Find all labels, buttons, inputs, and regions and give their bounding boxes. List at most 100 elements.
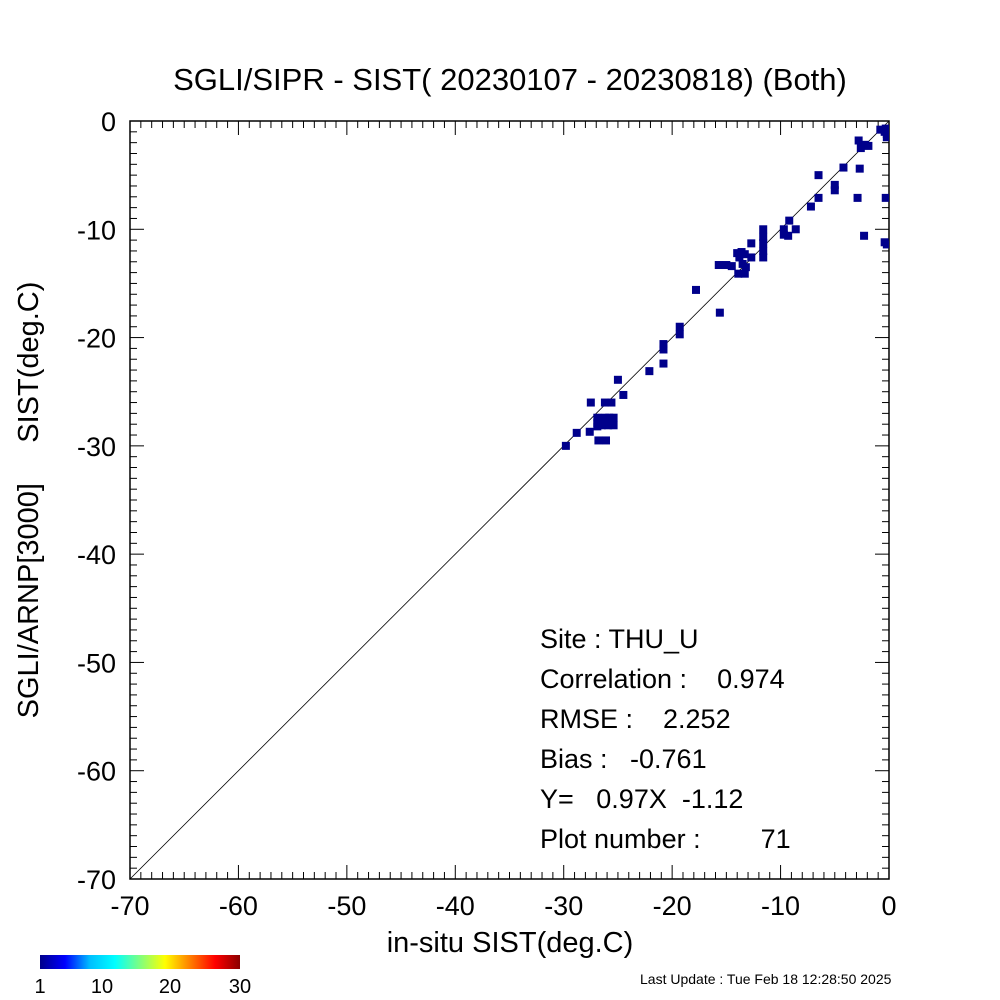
x-tick-label: -10 xyxy=(761,891,800,921)
colorbar xyxy=(40,955,240,969)
data-point xyxy=(619,390,628,399)
correlation-label: Correlation : 0.974 xyxy=(540,664,785,694)
x-tick-label: -40 xyxy=(436,891,475,921)
y-tick-label: -70 xyxy=(77,865,116,895)
data-point xyxy=(740,269,749,278)
data-point xyxy=(561,441,570,450)
data-point xyxy=(604,421,613,430)
y-tick-label: 0 xyxy=(101,107,116,137)
data-point xyxy=(880,127,889,136)
x-tick-label: -50 xyxy=(327,891,366,921)
data-point xyxy=(675,322,684,331)
data-point xyxy=(613,375,622,384)
data-point xyxy=(856,144,865,153)
rmse-label: RMSE : 2.252 xyxy=(540,704,731,734)
x-tick-labels: -70 -60 -50 -40 -30 -20 -10 0 xyxy=(110,891,896,921)
x-tick-label: -20 xyxy=(653,891,692,921)
data-point xyxy=(645,367,654,376)
y-tick-label: -30 xyxy=(77,432,116,462)
data-point xyxy=(759,246,768,255)
data-point xyxy=(830,180,839,189)
x-tick-label: -60 xyxy=(219,891,258,921)
data-point xyxy=(854,136,863,145)
data-point xyxy=(759,232,768,241)
data-point xyxy=(597,421,606,430)
data-point xyxy=(747,239,756,248)
colorbar-tick-label: 20 xyxy=(159,976,181,998)
y-tick-labels: 0 -10 -20 -30 -40 -50 -60 -70 xyxy=(77,107,116,895)
bias-label: Bias : -0.761 xyxy=(540,744,707,774)
y-tick-label: -40 xyxy=(77,540,116,570)
data-point xyxy=(759,239,768,248)
data-point xyxy=(675,330,684,339)
regression-label: Y= 0.97X -1.12 xyxy=(540,784,743,814)
data-point xyxy=(594,436,603,445)
data-point xyxy=(759,225,768,234)
data-point xyxy=(779,225,788,234)
data-point xyxy=(722,261,731,270)
colorbar-tick-labels: 1 10 20 30 xyxy=(34,976,251,998)
data-point xyxy=(715,308,724,317)
data-point xyxy=(735,253,744,262)
data-point xyxy=(839,163,848,172)
x-tick-label: 0 xyxy=(881,891,896,921)
data-point xyxy=(714,261,723,270)
data-point xyxy=(759,253,768,262)
data-point xyxy=(600,413,609,422)
data-point xyxy=(605,413,614,422)
data-point xyxy=(814,193,823,202)
data-point xyxy=(881,193,889,202)
data-point xyxy=(727,262,736,271)
data-point xyxy=(600,398,609,407)
x-tick-label: -70 xyxy=(110,891,149,921)
last-update-text: Last Update : Tue Feb 18 12:28:50 2025 xyxy=(640,971,892,987)
x-axis-label: in-situ SIST(deg.C) xyxy=(387,927,634,959)
data-point xyxy=(691,285,700,294)
data-point xyxy=(733,249,742,258)
colorbar-tick-label: 1 xyxy=(34,976,45,998)
stats-panel: Site : THU_U Correlation : 0.974 RMSE : … xyxy=(540,624,791,854)
data-point xyxy=(593,419,602,428)
data-point xyxy=(882,240,889,249)
data-point xyxy=(593,413,602,422)
data-point xyxy=(860,231,869,240)
data-point xyxy=(779,230,788,239)
data-point xyxy=(882,133,889,142)
y-tick-label: -20 xyxy=(77,324,116,354)
data-point xyxy=(607,398,616,407)
data-point xyxy=(853,193,862,202)
data-point xyxy=(602,436,611,445)
data-point xyxy=(609,421,618,430)
data-point xyxy=(659,340,668,349)
data-point xyxy=(741,263,750,272)
data-point xyxy=(586,398,595,407)
data-point xyxy=(659,345,668,354)
site-label: Site : THU_U xyxy=(540,624,699,654)
data-point xyxy=(585,427,594,436)
data-point xyxy=(784,231,793,240)
colorbar-tick-label: 10 xyxy=(91,976,113,998)
data-point xyxy=(734,269,743,278)
y-tick-label: -60 xyxy=(77,757,116,787)
colorbar-tick-label: 30 xyxy=(229,976,251,998)
data-point xyxy=(609,413,618,422)
data-point xyxy=(806,202,815,211)
data-point xyxy=(830,186,839,195)
y-tick-label: -50 xyxy=(77,648,116,678)
data-points xyxy=(561,124,889,450)
data-point xyxy=(814,171,823,180)
data-point xyxy=(864,141,873,150)
tick-marks xyxy=(129,120,890,880)
y-tick-label: -10 xyxy=(77,215,116,245)
data-point xyxy=(659,359,668,368)
y-axis-label: SGLI/ARNP[3000] SIST(deg.C) xyxy=(13,282,45,719)
chart-title: SGLI/SIPR - SIST( 20230107 - 20230818) (… xyxy=(173,62,847,97)
data-point xyxy=(876,125,885,134)
identity-line xyxy=(129,120,890,880)
data-point xyxy=(740,250,749,259)
x-tick-label: -30 xyxy=(544,891,583,921)
plot-number-label: Plot number : 71 xyxy=(540,824,791,854)
data-point xyxy=(855,164,864,173)
data-point xyxy=(747,253,756,262)
